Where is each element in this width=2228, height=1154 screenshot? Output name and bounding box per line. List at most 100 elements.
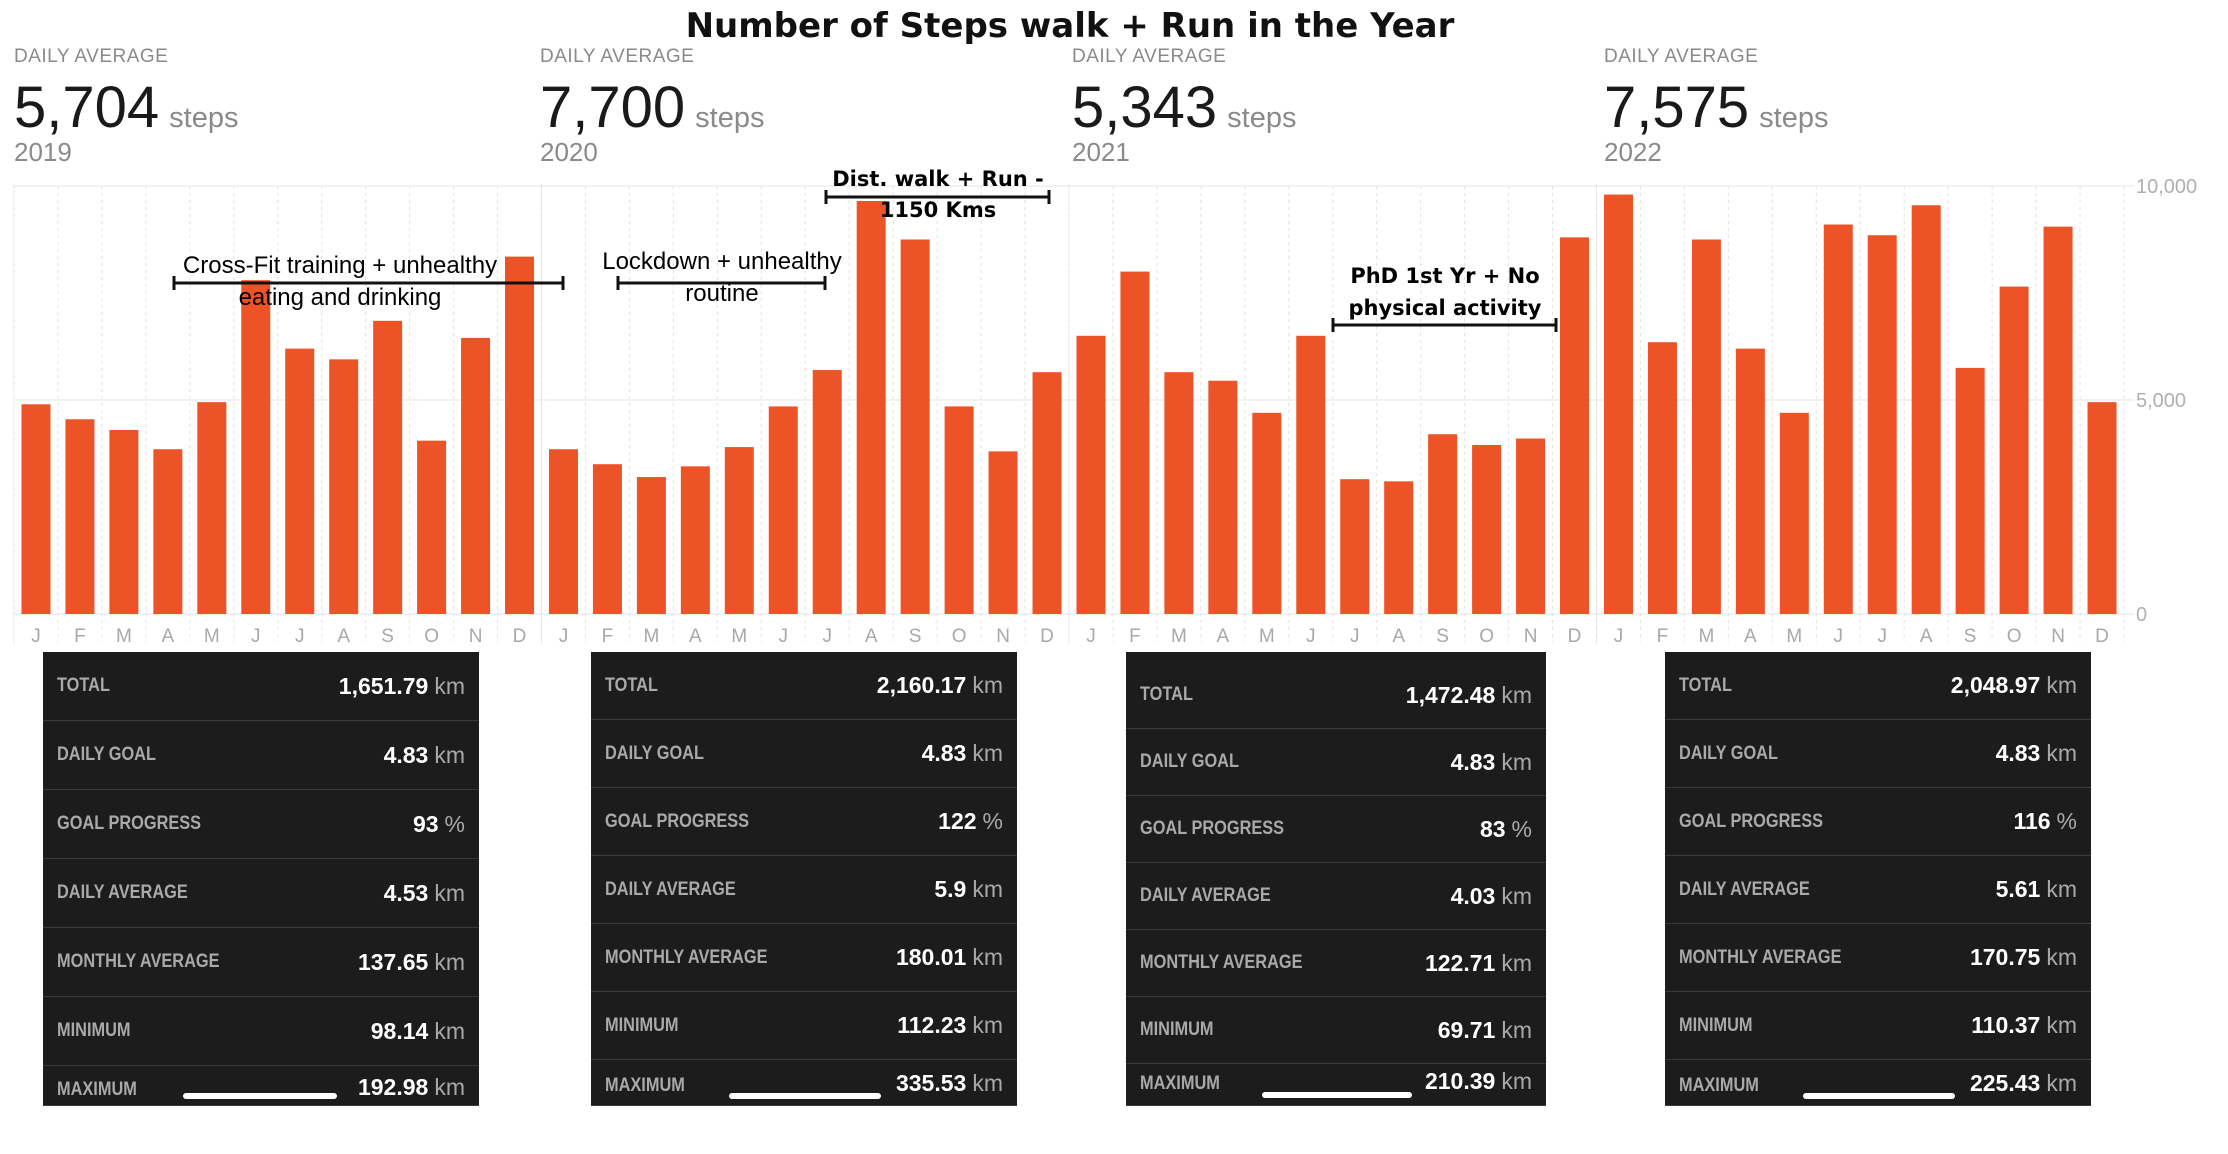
stat-key: GOAL PROGRESS [605,810,750,832]
daily-average-label: DAILY AVERAGE [1072,46,1227,67]
stat-unit: km [434,948,465,975]
bar [1296,335,1326,614]
month-tick-label: M [1171,626,1187,647]
month-tick-label: D [2095,626,2109,647]
month-tick-label: D [1040,626,1054,647]
stat-value: 4.83 [1995,740,2041,766]
bar [417,440,447,614]
stat-row-total: TOTAL 2,048.97 km [1665,652,2091,720]
stat-row-minimum: MINIMUM 69.71 km [1126,997,1546,1064]
stat-key: MINIMUM [57,1020,131,1041]
bar [1208,380,1238,614]
stat-value: 225.43 [1969,1070,2041,1096]
stat-row-goal-progress: GOAL PROGRESS 122% [591,788,1017,856]
stat-row-daily-goal: DAILY GOAL 4.83 km [591,720,1017,788]
month-tick-label: J [31,626,41,647]
stat-row-daily-goal: DAILY GOAL 4.83 km [1126,729,1546,796]
stat-row-minimum: MINIMUM 112.23 km [591,992,1017,1060]
year-label: 2021 [1072,137,1130,167]
stat-key: MAXIMUM [605,1075,685,1096]
stat-row-daily-average: DAILY AVERAGE 4.03 km [1126,863,1546,930]
stat-unit: km [972,1012,1003,1038]
stat-unit: km [434,1017,465,1044]
month-tick-label: O [424,626,439,647]
stat-unit: km [2046,672,2077,698]
month-tick-label: J [1306,626,1316,647]
stat-key: GOAL PROGRESS [1679,810,1824,832]
stat-key: MONTHLY AVERAGE [57,951,220,972]
stat-unit: km [434,741,465,768]
daily-average-label: DAILY AVERAGE [14,46,169,67]
stat-value: 93 [412,810,439,837]
stat-unit: km [434,1074,465,1100]
stat-value: 2,048.97 [1950,672,2041,698]
stat-row-monthly-average: MONTHLY AVERAGE 170.75 km [1665,924,2091,992]
stat-value: 335.53 [895,1070,967,1096]
bar [109,429,139,614]
month-tick-label: M [204,626,220,647]
stat-key: DAILY AVERAGE [1679,878,1810,900]
stat-row-daily-goal: DAILY GOAL 4.83 km [43,721,479,790]
bar [1384,481,1414,614]
stat-row-total: TOTAL 1,651.79 km [43,652,479,721]
stat-key: MONTHLY AVERAGE [1140,952,1303,973]
month-tick-label: S [1436,626,1449,647]
bar [373,320,403,614]
stat-value: 122.71 [1424,949,1496,976]
bar [1076,335,1106,614]
bar [1340,479,1370,614]
bar [1428,434,1458,614]
stat-unit: km [972,944,1003,970]
year-label: 2019 [14,137,72,167]
stat-value: 1,651.79 [338,672,429,699]
stat-unit: km [2046,1012,2077,1038]
stat-unit: % [2056,808,2077,834]
bar [1955,367,1985,614]
daily-average-value: 7,700 [540,75,686,140]
month-tick-label: A [865,626,878,647]
steps-unit: steps [695,102,765,134]
stat-row-daily-average: DAILY AVERAGE 4.53 km [43,859,479,928]
stat-value: 122 [938,808,977,834]
bar [680,466,710,614]
stat-key: DAILY GOAL [1679,742,1778,764]
stat-unit: km [434,672,465,699]
stat-value: 4.83 [383,741,429,768]
stat-key: MAXIMUM [57,1079,137,1100]
stat-row-goal-progress: GOAL PROGRESS 116% [1665,788,2091,856]
stat-key: DAILY GOAL [1140,751,1239,772]
bar [1032,372,1062,614]
stat-key: DAILY AVERAGE [57,882,188,903]
bar [548,449,578,614]
stat-row-maximum: MAXIMUM 210.39 km [1126,1064,1546,1106]
stat-unit: km [1501,882,1532,909]
bar [636,477,666,614]
month-tick-label: D [1568,626,1582,647]
stat-unit: km [2046,740,2077,766]
stat-row-goal-progress: GOAL PROGRESS 83% [1126,796,1546,863]
stat-row-monthly-average: MONTHLY AVERAGE 137.65 km [43,928,479,997]
stat-key: MAXIMUM [1679,1075,1759,1096]
month-tick-label: O [1479,626,1494,647]
steps-unit: steps [1227,102,1297,134]
stat-key: DAILY GOAL [57,744,156,765]
stat-value: 4.83 [921,740,967,766]
stat-unit: km [434,879,465,906]
annotation-phd: PhD 1st Yr + No physical activity [1348,264,1542,320]
stat-value: 2,160.17 [876,672,967,698]
year-summary-2020: DAILY AVERAGE 7,700 steps 2020 [540,46,1040,168]
stat-key: DAILY AVERAGE [1140,885,1271,906]
home-indicator [729,1093,881,1099]
bar [505,256,535,614]
stat-value: 1,472.48 [1405,681,1496,708]
month-tick-label: F [74,626,86,647]
bar [1735,348,1765,614]
month-tick-label: M [1698,626,1714,647]
month-tick-label: M [1786,626,1802,647]
stat-unit: km [1501,1068,1532,1094]
home-indicator [183,1093,337,1099]
month-tick-label: N [469,626,483,647]
month-tick-label: A [1392,626,1405,647]
stat-row-total: TOTAL 1,472.48 km [1126,662,1546,729]
